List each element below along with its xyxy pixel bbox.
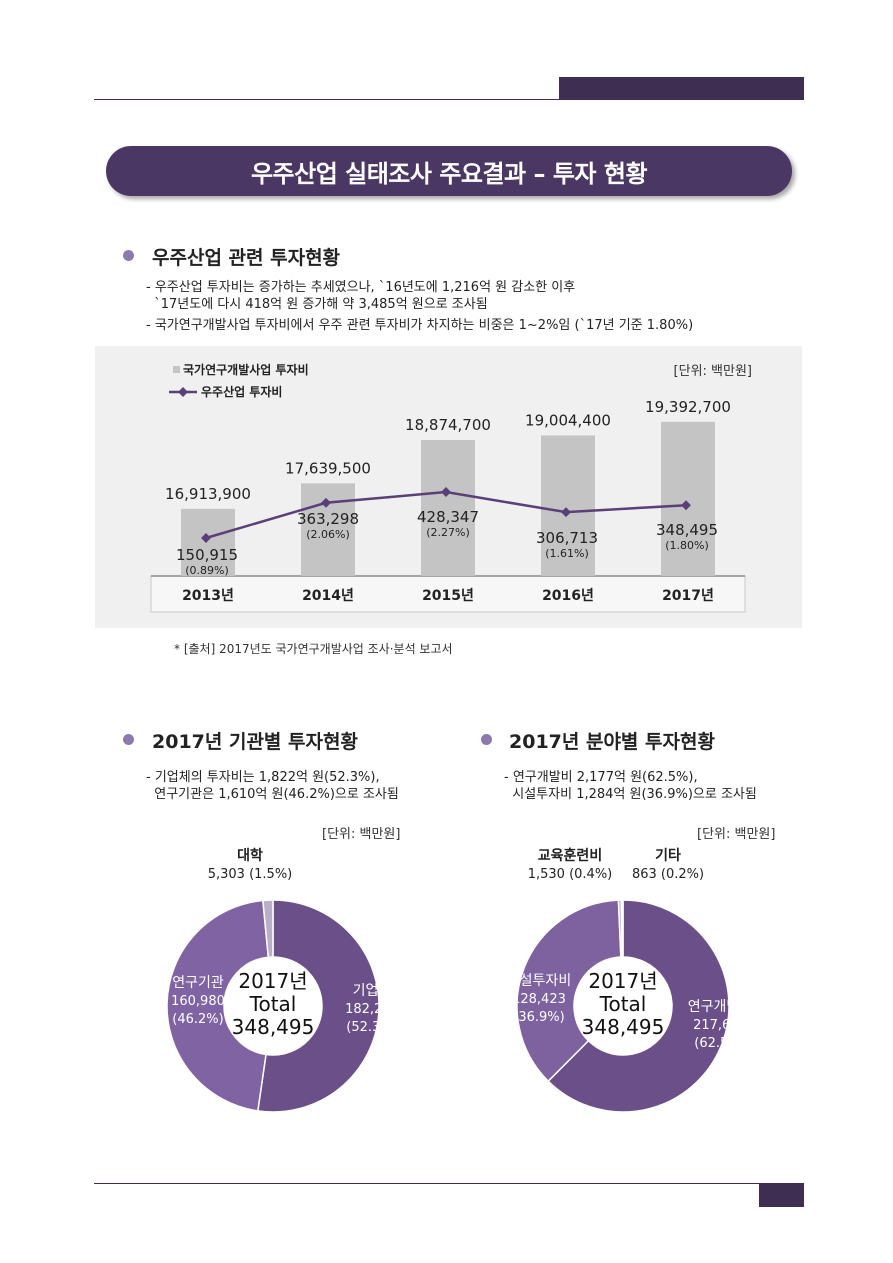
- x-tick-label: 2014년: [302, 588, 354, 604]
- slice-pct-label: (52.3%): [346, 1020, 397, 1035]
- slice-name-label: 연구기관: [172, 975, 224, 991]
- donut-center-label: 348,495: [582, 1015, 665, 1039]
- line-value-label: 428,347: [417, 508, 479, 526]
- slice-value-label: 5,303 (1.5%): [208, 867, 293, 882]
- x-axis-band: [150, 575, 746, 613]
- header-rule: [94, 99, 804, 100]
- section-bullet-icon: [123, 734, 134, 745]
- bar-value-label: 19,392,700: [645, 398, 731, 416]
- page-title: 우주산업 실태조사 주요결과 – 투자 현황: [250, 159, 648, 188]
- donut-hole: [575, 958, 671, 1054]
- description-line: - 국가연구개발사업 투자비에서 우주 관련 투자비가 차지하는 비중은 1~2…: [146, 318, 694, 333]
- unit-label: [단위: 백만원]: [322, 827, 401, 842]
- slice-value-label: 128,423: [512, 992, 566, 1007]
- donut-slice: [516, 899, 622, 1083]
- donut-center-label: 348,495: [232, 1015, 315, 1039]
- line-point-marker: [561, 507, 571, 518]
- donut-slice: [547, 899, 730, 1113]
- line-share-label: (2.06%): [306, 528, 350, 541]
- section-title-by-org: 2017년 기관별 투자현황: [152, 731, 358, 753]
- description-line: 연구기관은 1,610억 원(46.2%)으로 조사됨: [146, 787, 399, 802]
- donut-center-label: 2017년: [588, 969, 657, 993]
- bar-value-label: 18,874,700: [405, 416, 491, 434]
- slice-name-label: 교육훈련비: [538, 847, 602, 864]
- line-value-label: 363,298: [297, 510, 359, 528]
- description-line: - 기업체의 투자비는 1,822억 원(52.3%),: [146, 770, 380, 785]
- slice-pct-label: (36.9%): [513, 1010, 564, 1025]
- bar-value-label: 17,639,500: [285, 459, 371, 477]
- donut-hole: [225, 958, 321, 1054]
- section-bullet-icon: [123, 250, 134, 261]
- slice-name-label: 연구개발비: [688, 999, 752, 1015]
- slice-pct-label: (62.5%): [694, 1036, 745, 1051]
- donut-center-label: 2017년: [238, 969, 307, 993]
- donut-center-label: Total: [249, 992, 297, 1016]
- bar: [541, 435, 595, 576]
- description-line: `17년도에 다시 418억 원 증가해 약 3,485억 원으로 조사됨: [146, 297, 488, 312]
- bar: [181, 508, 235, 576]
- line-value-label: 306,713: [536, 529, 598, 547]
- section-title-by-field: 2017년 분야별 투자현황: [509, 731, 715, 753]
- line-share-label: (1.61%): [545, 547, 589, 560]
- footer-rule: [94, 1183, 804, 1184]
- bar: [421, 440, 475, 576]
- slice-value-label: 182,212: [345, 1002, 399, 1017]
- page-title-banner: 우주산업 실태조사 주요결과 – 투자 현황: [106, 146, 792, 196]
- donut-slice: [262, 899, 274, 959]
- donut-slice: [256, 899, 380, 1113]
- bar: [661, 421, 715, 576]
- slice-name-label: 대학: [237, 848, 263, 864]
- slice-name-label: 시설투자비: [507, 973, 571, 989]
- line-point-marker: [201, 533, 211, 543]
- legend-marker-icon: [178, 387, 188, 397]
- line-value-label: 348,495: [656, 521, 718, 539]
- description-line: - 연구개발비 2,177억 원(62.5%),: [504, 770, 698, 785]
- unit-label: [단위: 백만원]: [674, 364, 752, 379]
- line-share-label: (0.89%): [185, 564, 229, 577]
- bar-value-label: 16,913,900: [165, 485, 251, 503]
- slice-name-label: 기업체: [353, 983, 392, 999]
- x-tick-label: 2013년: [182, 588, 234, 604]
- bar-value-label: 19,004,400: [525, 411, 611, 429]
- slice-name-label: 기타: [655, 848, 681, 864]
- footer-accent-block: [759, 1183, 804, 1207]
- section-title-investment: 우주산업 관련 투자현황: [152, 247, 341, 269]
- description-line: 시설투자비 1,284억 원(36.9%)으로 조사됨: [504, 787, 757, 802]
- slice-value-label: 160,980: [171, 994, 225, 1009]
- legend-label-line: 우주산업 투자비: [201, 384, 282, 399]
- slice-value-label: 1,530 (0.4%): [528, 867, 613, 882]
- x-tick-label: 2017년: [662, 588, 714, 604]
- line-share-label: (1.80%): [665, 539, 709, 552]
- line-point-marker: [321, 497, 331, 508]
- legend-label-bar: 국가연구개발사업 투자비: [183, 362, 309, 377]
- section-bullet-icon: [481, 734, 492, 745]
- bar: [301, 483, 355, 576]
- slice-value-label: 863 (0.2%): [632, 867, 704, 882]
- line-point-marker: [681, 500, 691, 511]
- x-tick-label: 2016년: [542, 588, 594, 604]
- slice-value-label: 217,680: [693, 1018, 747, 1033]
- source-footnote: * [출처] 2017년도 국가연구개발사업 조사·분석 보고서: [174, 642, 453, 656]
- line-share-label: (2.27%): [426, 526, 470, 539]
- donut-slice: [620, 899, 624, 958]
- description-line: - 우주산업 투자비는 증가하는 추세였으나, `16년도에 1,216억 원 …: [146, 280, 576, 295]
- x-tick-label: 2015년: [422, 588, 474, 604]
- header-accent-block: [559, 77, 804, 100]
- slice-pct-label: (46.2%): [172, 1012, 223, 1027]
- donut-slice: [166, 899, 270, 1112]
- legend-swatch-bar: [173, 366, 180, 373]
- line-value-label: 150,915: [176, 546, 238, 564]
- unit-label: [단위: 백만원]: [697, 827, 776, 842]
- donut-center-label: Total: [599, 992, 647, 1016]
